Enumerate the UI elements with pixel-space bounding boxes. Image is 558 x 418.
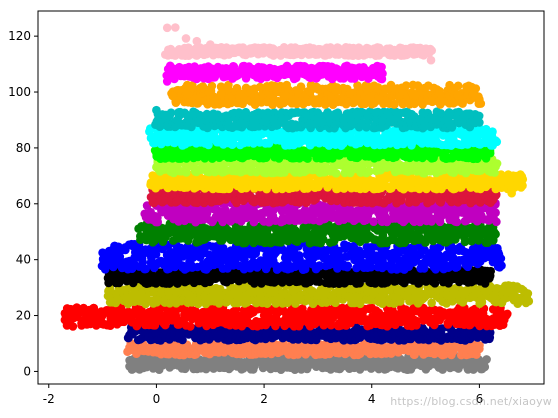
point [412, 321, 421, 330]
point [524, 296, 534, 306]
point [367, 249, 377, 258]
point [410, 330, 420, 339]
point [238, 253, 247, 263]
point [152, 327, 161, 337]
point [270, 359, 280, 369]
point [103, 273, 113, 283]
point [195, 206, 204, 215]
point [432, 252, 441, 262]
point [343, 261, 353, 271]
point [114, 316, 123, 326]
point [495, 263, 504, 272]
point [324, 207, 334, 216]
point [184, 228, 193, 237]
point [480, 362, 490, 372]
point [216, 344, 226, 353]
point [502, 288, 511, 297]
point [453, 358, 463, 367]
point [184, 290, 193, 300]
point [178, 335, 187, 345]
point [259, 311, 269, 320]
point [502, 311, 511, 320]
point [475, 344, 484, 354]
point [125, 343, 134, 352]
point [261, 264, 271, 274]
point [173, 251, 183, 261]
point [216, 329, 226, 339]
point [491, 208, 500, 217]
point [281, 331, 290, 340]
point [491, 229, 500, 239]
point [453, 312, 463, 322]
point [302, 250, 312, 259]
point [436, 198, 446, 207]
point [259, 208, 269, 217]
point [109, 262, 118, 272]
point [249, 273, 258, 282]
point [345, 328, 355, 338]
point [410, 345, 420, 354]
point [378, 288, 387, 298]
point [492, 217, 501, 227]
point [195, 313, 204, 323]
point [442, 290, 452, 300]
point [136, 309, 145, 319]
point [378, 228, 387, 238]
point [452, 217, 462, 227]
point [68, 322, 78, 331]
point [394, 359, 404, 369]
point [389, 310, 398, 320]
point [242, 213, 251, 223]
marks-layer [60, 23, 534, 375]
point [125, 330, 134, 340]
point [345, 343, 355, 353]
point [378, 272, 387, 281]
point [125, 362, 134, 371]
point [394, 192, 404, 201]
point [313, 229, 323, 239]
point [485, 271, 495, 281]
point [87, 316, 97, 325]
point [496, 254, 506, 263]
point [146, 192, 156, 202]
point [103, 253, 113, 262]
point [453, 206, 463, 216]
point [442, 227, 452, 236]
point [125, 256, 134, 266]
point [152, 359, 161, 368]
point [249, 227, 258, 236]
point [249, 288, 258, 297]
point [186, 322, 195, 331]
point [130, 288, 140, 297]
point [103, 291, 113, 301]
point [482, 355, 491, 364]
point [60, 315, 70, 325]
point [523, 289, 533, 298]
point [324, 312, 334, 322]
series-0 [125, 352, 491, 375]
point [442, 272, 452, 282]
point [89, 303, 98, 313]
point [313, 291, 323, 301]
point [335, 358, 344, 368]
point [206, 357, 215, 367]
point [136, 231, 145, 241]
point [485, 328, 495, 337]
point [141, 209, 150, 219]
point [152, 346, 161, 356]
point [281, 345, 290, 355]
series-3 [60, 303, 512, 331]
point [389, 209, 398, 218]
point [298, 304, 307, 314]
